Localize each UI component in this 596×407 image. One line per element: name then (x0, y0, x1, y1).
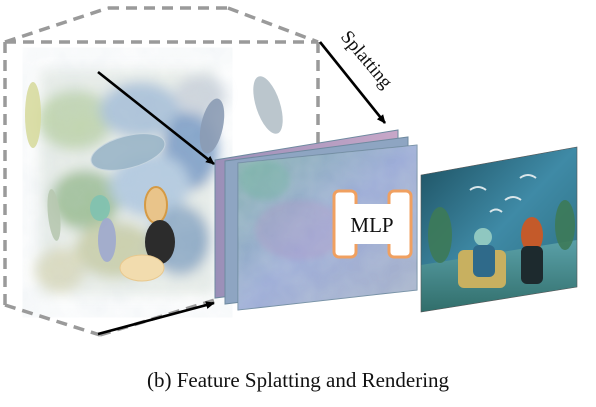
splatting-label: Splatting (336, 27, 397, 93)
ellipsoid-green-thin (47, 189, 61, 241)
arrow-lower (97, 301, 215, 336)
ellipsoid-lilac (98, 218, 116, 262)
rendered-image (420, 146, 578, 313)
figure-caption: (b) Feature Splatting and Rendering (146, 368, 450, 392)
ellipsoid-grey-upper (253, 76, 283, 134)
arrow-splatting (318, 41, 387, 124)
ellipsoid-blue-large (90, 133, 166, 171)
arrow-upper (97, 70, 215, 166)
mlp-block: MLP (332, 189, 413, 259)
mlp-label: MLP (350, 213, 393, 237)
ellipsoid-yellow (25, 82, 41, 148)
gaussian-ellipsoids (25, 76, 283, 282)
person-left-head (474, 228, 492, 246)
ellipsoid-orange (144, 186, 168, 224)
mlp-middle (345, 204, 400, 244)
cube-wireframe (3, 6, 320, 337)
ellipsoid-dark (145, 220, 175, 264)
ellipsoid-teal (90, 195, 110, 221)
person-right-hair (521, 217, 543, 253)
ellipsoid-steel (199, 98, 225, 154)
projection-arrows (97, 41, 387, 336)
ellipsoid-cream (119, 254, 165, 282)
